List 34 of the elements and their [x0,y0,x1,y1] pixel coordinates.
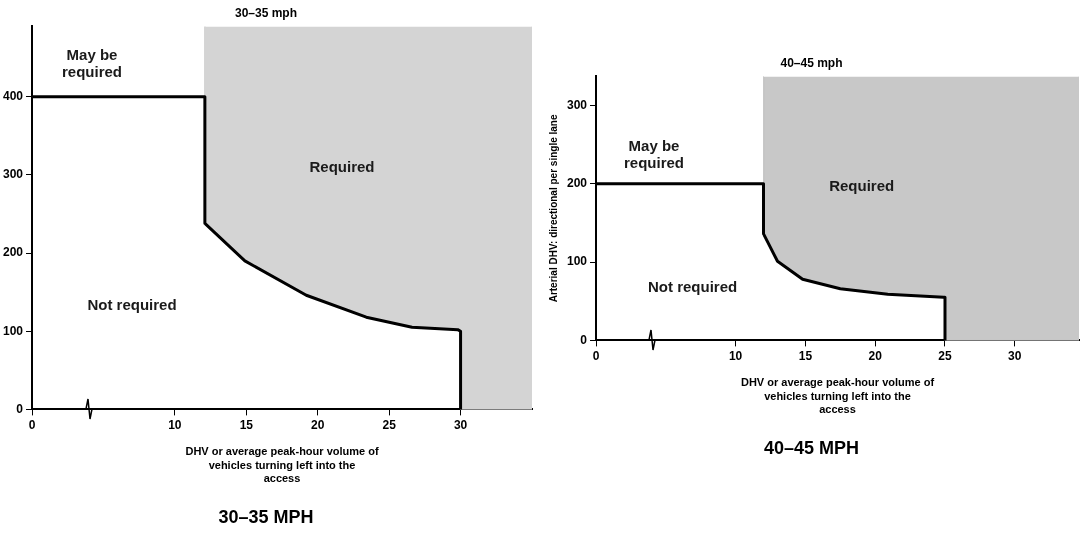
annotation: Not required [87,296,177,314]
annotation: May be required [623,137,684,172]
annotation: Required [309,158,375,176]
x-tick-label: 0 [592,348,600,363]
x-tick-label: 20 [868,348,883,363]
y-tick-label: 200 [566,176,588,191]
y-tick-label: 100 [2,323,24,338]
x-tick-label: 25 [382,417,397,432]
y-tick-label: 400 [2,89,24,104]
chart-title: 40–45 mph [780,55,843,70]
x-axis-title: DHV or average peak-hour volume of vehicles turning left into the access [185,445,379,484]
y-tick-label: 200 [2,245,24,260]
y-tick-label: 0 [580,332,588,347]
x-axis-title: DHV or average peak-hour volume of vehicles turning left into the access [740,376,935,415]
y-axis-title: Arterial DHV: directional per single lane [547,114,559,303]
annotation: Required [829,177,895,195]
annotation: May be required [62,46,123,81]
x-tick-label: 20 [311,417,325,432]
x-tick-label: 15 [798,348,813,363]
y-tick-label: 0 [16,401,24,416]
x-tick-label: 30 [453,417,468,432]
y-tick-label: 100 [566,254,588,269]
x-tick-label: 10 [168,417,182,432]
chart-title: 30–35 mph [234,5,298,20]
x-tick-label: 30 [1008,348,1022,363]
annotation: Not required [648,277,738,295]
y-tick-label: 300 [566,97,588,112]
x-tick-label: 0 [28,417,36,432]
text: 30–35 MPH [218,507,314,528]
text: 40–45 MPH [763,438,860,459]
x-tick-label: 15 [239,417,254,432]
x-tick-label: 25 [938,348,952,363]
y-tick-label: 300 [2,167,24,182]
x-tick-label: 10 [728,348,743,363]
